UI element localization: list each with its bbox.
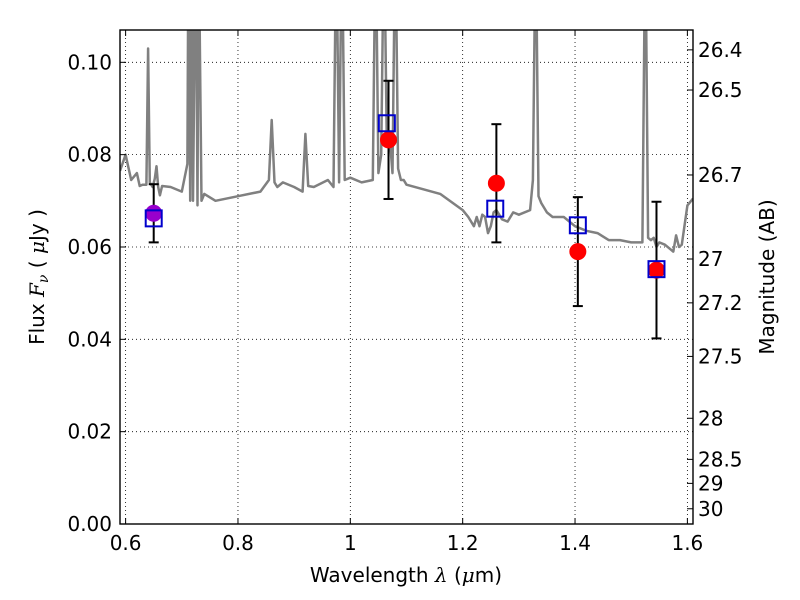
y-tick-label: 0.02 [67,420,112,444]
band-square-model-band [568,216,587,235]
y-axis-label: Flux Fν ( μJy ) [25,209,52,345]
right-axis-label: Magnitude (AB) [755,199,779,354]
band-square-model-band [377,114,396,133]
y-tick-label: 0.10 [67,50,112,74]
data-markers [144,79,666,340]
mag-tick-label: 29 [698,471,723,495]
data-point-observed [647,261,665,279]
mag-tick-label: 30 [698,497,723,521]
mag-tick-label: 27.2 [698,291,743,315]
y-tick-label: 0.08 [67,143,112,167]
mag-tick-label: 28 [698,406,723,430]
x-tick-label: 1.6 [671,531,703,555]
x-tick-label: 1 [344,531,357,555]
mag-tick-label: 27.5 [698,344,743,368]
band-square-model-band [144,209,163,228]
x-tick-label: 1.4 [559,531,591,555]
x-tick-label: 0.6 [110,531,142,555]
x-tick-label: 1.2 [447,531,479,555]
spectrum-line [120,30,693,253]
data-point-observed [380,131,398,149]
y-tick-label: 0.00 [67,512,112,536]
model-spectrum [120,30,693,253]
grid [120,30,693,525]
plot-frame [119,29,694,525]
mag-tick-label: 26.7 [698,163,743,187]
band-square-model-band [647,260,666,279]
mag-tick-label: 26.5 [698,78,743,102]
x-tick-label: 0.8 [222,531,254,555]
y-tick-label: 0.04 [67,327,112,351]
axis-ticks: 0.6 0.8 1 1.2 1.4 1.6 0.00 0.02 0.04 0.06 0.08 0.10… [67,30,743,555]
data-point-observed [569,243,587,261]
band-square-model-band [486,199,505,218]
data-point-observed-optical [145,204,163,222]
mag-tick-label: 27 [698,247,723,271]
y-tick-label: 0.06 [67,235,112,259]
mag-tick-label: 26.4 [698,38,743,62]
mag-tick-label: 28.5 [698,447,743,471]
data-point-observed [487,174,505,192]
x-axis-label: Wavelength λ (μm) [310,563,502,587]
